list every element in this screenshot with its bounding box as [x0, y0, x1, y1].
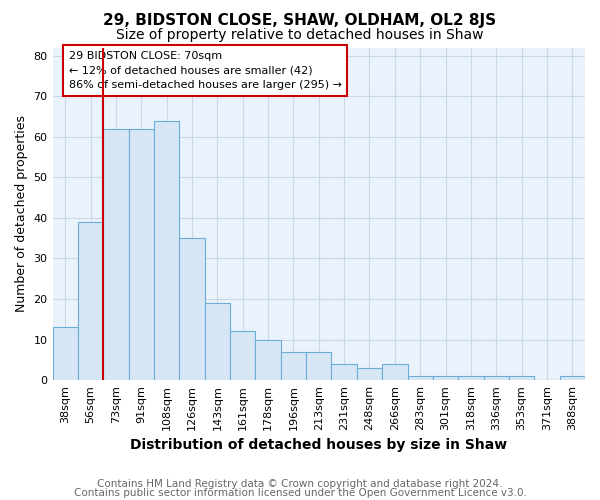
Bar — [382, 364, 407, 380]
Bar — [103, 128, 128, 380]
Bar — [331, 364, 357, 380]
Text: Size of property relative to detached houses in Shaw: Size of property relative to detached ho… — [116, 28, 484, 42]
Bar — [230, 332, 256, 380]
Bar — [281, 352, 306, 380]
Bar — [154, 120, 179, 380]
X-axis label: Distribution of detached houses by size in Shaw: Distribution of detached houses by size … — [130, 438, 508, 452]
Bar — [78, 222, 103, 380]
Bar — [53, 328, 78, 380]
Bar — [128, 128, 154, 380]
Bar — [357, 368, 382, 380]
Bar — [509, 376, 534, 380]
Text: Contains public sector information licensed under the Open Government Licence v3: Contains public sector information licen… — [74, 488, 526, 498]
Bar — [484, 376, 509, 380]
Bar — [256, 340, 281, 380]
Bar — [560, 376, 585, 380]
Text: 29 BIDSTON CLOSE: 70sqm
← 12% of detached houses are smaller (42)
86% of semi-de: 29 BIDSTON CLOSE: 70sqm ← 12% of detache… — [68, 51, 341, 90]
Bar — [205, 303, 230, 380]
Bar — [433, 376, 458, 380]
Bar — [407, 376, 433, 380]
Text: Contains HM Land Registry data © Crown copyright and database right 2024.: Contains HM Land Registry data © Crown c… — [97, 479, 503, 489]
Bar — [179, 238, 205, 380]
Text: 29, BIDSTON CLOSE, SHAW, OLDHAM, OL2 8JS: 29, BIDSTON CLOSE, SHAW, OLDHAM, OL2 8JS — [103, 12, 497, 28]
Y-axis label: Number of detached properties: Number of detached properties — [15, 116, 28, 312]
Bar — [458, 376, 484, 380]
Bar — [306, 352, 331, 380]
